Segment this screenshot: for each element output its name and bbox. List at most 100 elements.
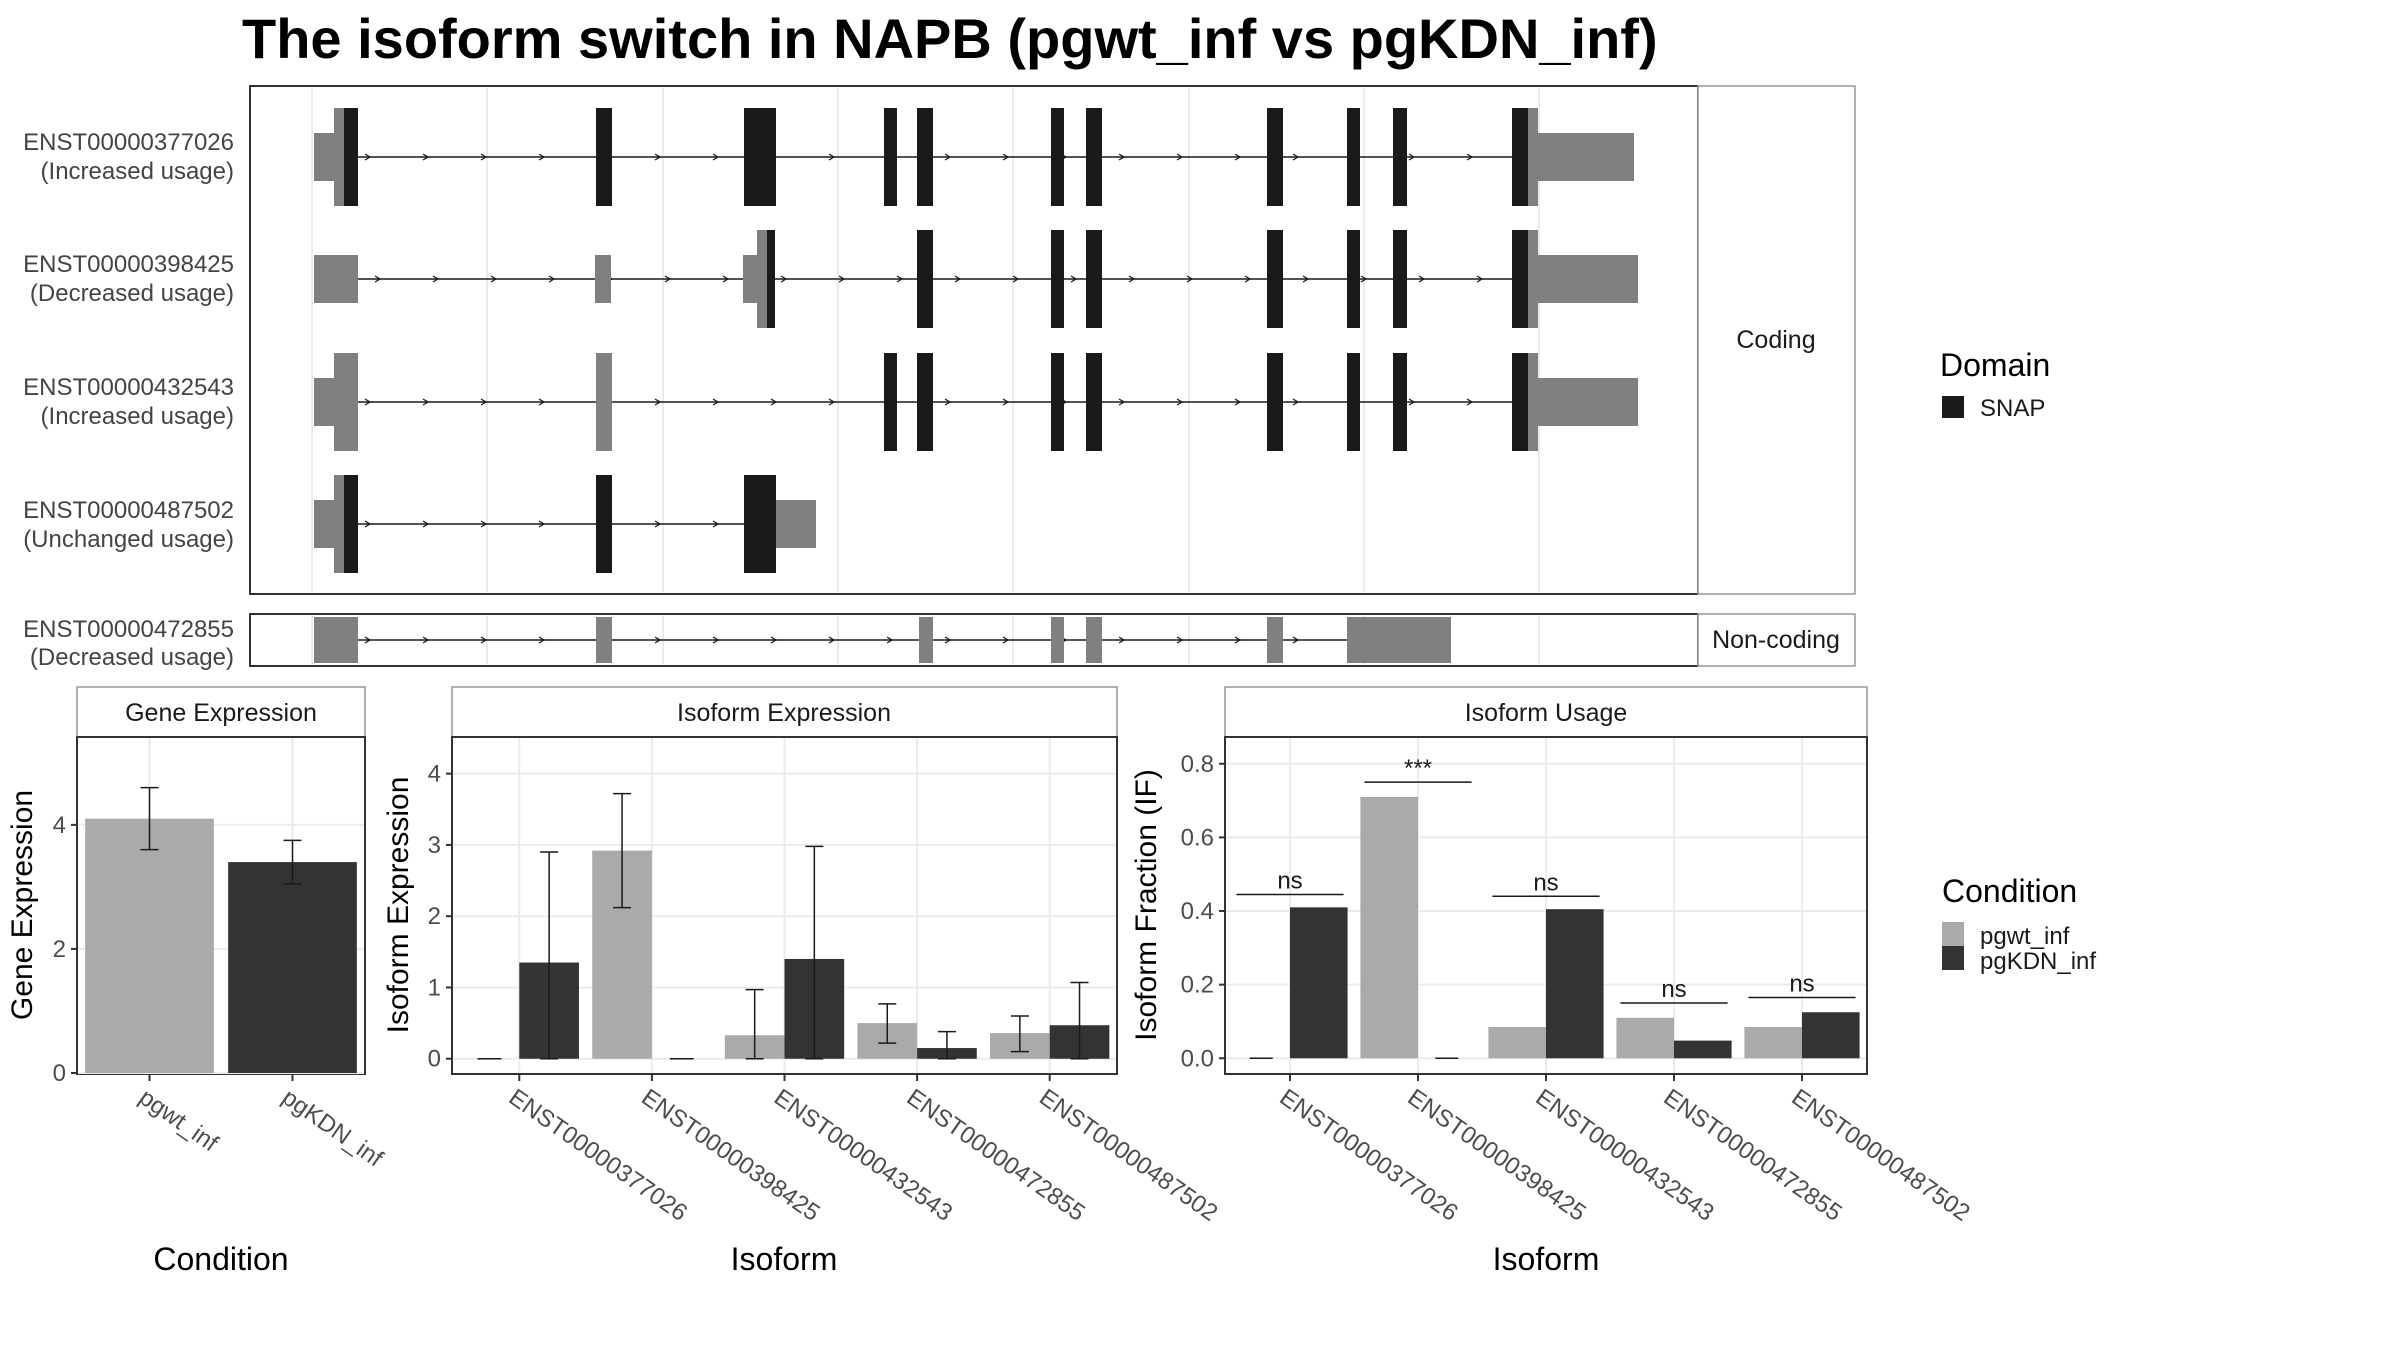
isoform-usage-panel: Isoform Usage 0.00.20.40.60.8nsENST00000… [1130,686,1975,1277]
significance-label: *** [1404,755,1432,782]
strand-arrow [712,398,720,406]
utr-exon [1528,108,1538,206]
utr-exon [1528,230,1538,328]
strand-arrow [1118,398,1126,406]
strand-arrow [364,520,372,528]
bar [1802,1012,1860,1059]
strand-arrow [422,636,430,644]
y-tick-label: 2 [428,903,441,930]
strand-arrow [828,153,836,161]
bar [1616,1017,1674,1059]
strand-arrow [422,520,430,528]
strand-arrow [480,520,488,528]
utr-exon [1267,617,1283,663]
strand-arrow [1466,398,1474,406]
strand-arrow [480,398,488,406]
y-tick-label: 0.6 [1181,824,1214,851]
strand-arrow [364,636,372,644]
coding-exon [917,353,933,451]
strand-arrow [538,520,546,528]
coding-exon [1393,108,1407,206]
strand-arrow [886,636,894,644]
noncoding-strip-label: Non-coding [1712,626,1840,654]
coding-exon [596,108,612,206]
coding-exon [1512,230,1528,328]
transcript-tracks [314,108,1638,663]
figure-title: The isoform switch in NAPB (pgwt_inf vs … [242,7,1658,70]
isoform-usage-strip-label: Isoform Usage [1465,699,1628,727]
bar [1674,1040,1732,1059]
transcript-structure-panel: Coding Non-coding ENST00000377026 (Incre… [23,85,1856,671]
y-tick-label: 3 [428,832,441,859]
strand-arrow [944,153,952,161]
coding-exon [1086,108,1102,206]
strand-arrow [654,398,662,406]
strand-arrow [654,520,662,528]
transcript-usage-label: (Increased usage) [41,158,234,185]
strand-arrow [1476,275,1484,283]
strand-arrow [1466,153,1474,161]
coding-exon [1267,353,1283,451]
bar [85,818,214,1073]
utr-exon [334,475,344,573]
strand-arrow [1234,398,1242,406]
strand-arrow [538,398,546,406]
gene-expression-strip [76,686,366,738]
coding-exon [884,353,897,451]
strand-arrow [1292,636,1300,644]
coding-exon [1512,353,1528,451]
coding-exon [1051,353,1064,451]
utr-exon [334,108,344,206]
coding-exon [744,108,776,206]
strand-arrow [1176,398,1184,406]
y-tick-label: 0.0 [1181,1045,1214,1072]
gene-expression-x-axis-title: Condition [153,1241,288,1277]
bar [1744,1026,1802,1059]
y-tick-label: 4 [428,761,441,788]
utr-exon [1538,378,1638,426]
coding-exon [344,108,358,206]
coding-exon [1267,108,1283,206]
strand-arrow [548,275,556,283]
isoform-usage-x-axis-title: Isoform [1493,1241,1600,1277]
bar [1360,796,1418,1059]
coding-exon [1393,230,1407,328]
strand-arrow [422,153,430,161]
strand-arrow [838,275,846,283]
utr-exon [1538,133,1634,181]
strand-arrow [828,398,836,406]
strand-arrow [1118,636,1126,644]
coding-exon [1086,230,1102,328]
strand-arrow [364,398,372,406]
strand-arrow [664,275,672,283]
condition-legend-swatch-pgwt [1942,922,1964,946]
transcript-usage-label: (Decreased usage) [30,280,234,307]
y-tick-label: 0 [428,1046,441,1073]
coding-exon [917,108,933,206]
isoform-usage-y-axis-title: Isoform Fraction (IF) [1130,769,1163,1041]
coding-exon [884,108,897,206]
bar [1546,909,1604,1059]
strand-arrow [1070,275,1078,283]
transcript-usage-label: (Increased usage) [41,403,234,430]
strand-arrow [374,275,382,283]
coding-exon [596,475,612,573]
strand-arrow [722,275,730,283]
isoform-expression-x-axis-title: Isoform [731,1241,838,1277]
strand-arrow [770,398,778,406]
strand-arrow [780,275,788,283]
x-tick-label: pgwt_inf [134,1084,223,1158]
strand-arrow [954,275,962,283]
strand-arrow [1176,636,1184,644]
utr-exon [776,500,816,548]
coding-exon [1393,353,1407,451]
bar [1488,1026,1546,1059]
utr-exon [1086,617,1102,663]
utr-exon [1347,617,1451,663]
isoform-expression-panel: Isoform Expression 01234ENST00000377026E… [382,686,1222,1277]
strand-arrow [480,153,488,161]
strand-arrow [490,275,498,283]
strand-arrow [1234,153,1242,161]
coding-exon [1347,230,1360,328]
y-tick-label: 2 [53,936,66,963]
